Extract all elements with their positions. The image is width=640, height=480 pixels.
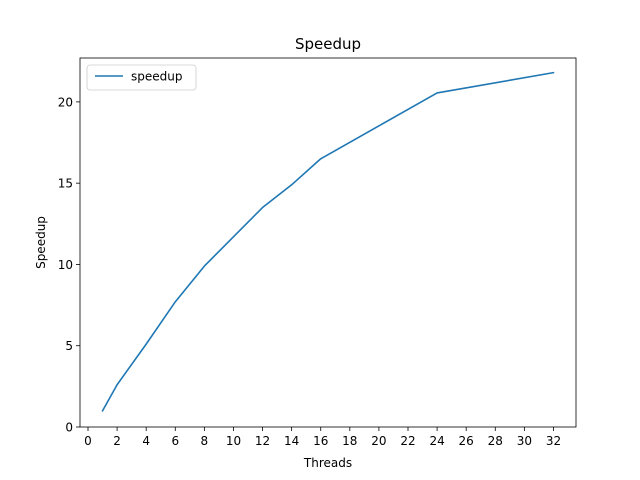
y-axis-ticks: 0 5 10 15 20 xyxy=(58,95,80,435)
y-tick-label: 15 xyxy=(58,177,73,191)
plot-frame xyxy=(79,57,577,428)
x-tick-label: 4 xyxy=(142,434,150,448)
x-tick-label: 32 xyxy=(546,434,561,448)
y-tick-label: 10 xyxy=(58,258,73,272)
x-tick-label: 20 xyxy=(371,434,386,448)
x-tick-label: 16 xyxy=(313,434,328,448)
y-tick-label: 0 xyxy=(65,421,73,435)
y-tick-label: 20 xyxy=(58,95,73,109)
series-layer xyxy=(101,71,555,412)
x-tick-label: 8 xyxy=(201,434,209,448)
x-tick-label: 14 xyxy=(284,434,299,448)
legend-box xyxy=(86,64,197,91)
series-line-speedup xyxy=(101,71,555,412)
x-tick-label: 24 xyxy=(429,434,444,448)
x-tick-label: 2 xyxy=(113,434,121,448)
x-tick-label: 30 xyxy=(517,434,532,448)
x-tick-label: 0 xyxy=(84,434,92,448)
x-tick-label: 12 xyxy=(255,434,270,448)
x-tick-label: 28 xyxy=(488,434,503,448)
x-axis-label: Threads xyxy=(303,456,352,470)
x-tick-label: 18 xyxy=(342,434,357,448)
y-axis-label: Speedup xyxy=(34,216,48,269)
plot-background xyxy=(80,58,576,427)
x-tick-label: 6 xyxy=(171,434,179,448)
legend: speedup xyxy=(86,64,197,91)
legend-label-speedup: speedup xyxy=(131,70,182,84)
chart-title: Speedup xyxy=(295,35,361,53)
x-axis-ticks: 0 2 4 6 8 10 12 14 16 18 20 22 24 26 28 30 32 xyxy=(84,427,561,448)
x-tick-label: 26 xyxy=(459,434,474,448)
x-tick-label: 10 xyxy=(226,434,241,448)
y-tick-label: 5 xyxy=(65,339,73,353)
x-tick-label: 22 xyxy=(400,434,415,448)
